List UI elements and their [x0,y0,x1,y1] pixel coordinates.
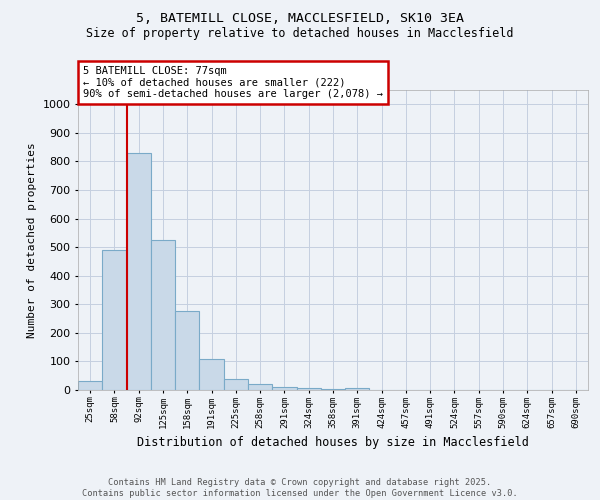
Bar [175,312,199,390]
Bar [78,382,102,390]
Bar [127,153,151,390]
Y-axis label: Number of detached properties: Number of detached properties [27,142,37,338]
Bar [102,250,127,390]
Text: Contains HM Land Registry data © Crown copyright and database right 2025.
Contai: Contains HM Land Registry data © Crown c… [82,478,518,498]
Bar [345,388,370,390]
X-axis label: Distribution of detached houses by size in Macclesfield: Distribution of detached houses by size … [137,436,529,449]
Bar [321,388,345,390]
Bar [199,358,224,390]
Text: 5 BATEMILL CLOSE: 77sqm
← 10% of detached houses are smaller (222)
90% of semi-d: 5 BATEMILL CLOSE: 77sqm ← 10% of detache… [83,66,383,99]
Bar [248,384,272,390]
Bar [224,379,248,390]
Text: 5, BATEMILL CLOSE, MACCLESFIELD, SK10 3EA: 5, BATEMILL CLOSE, MACCLESFIELD, SK10 3E… [136,12,464,26]
Bar [272,386,296,390]
Bar [296,388,321,390]
Bar [151,240,175,390]
Text: Size of property relative to detached houses in Macclesfield: Size of property relative to detached ho… [86,28,514,40]
